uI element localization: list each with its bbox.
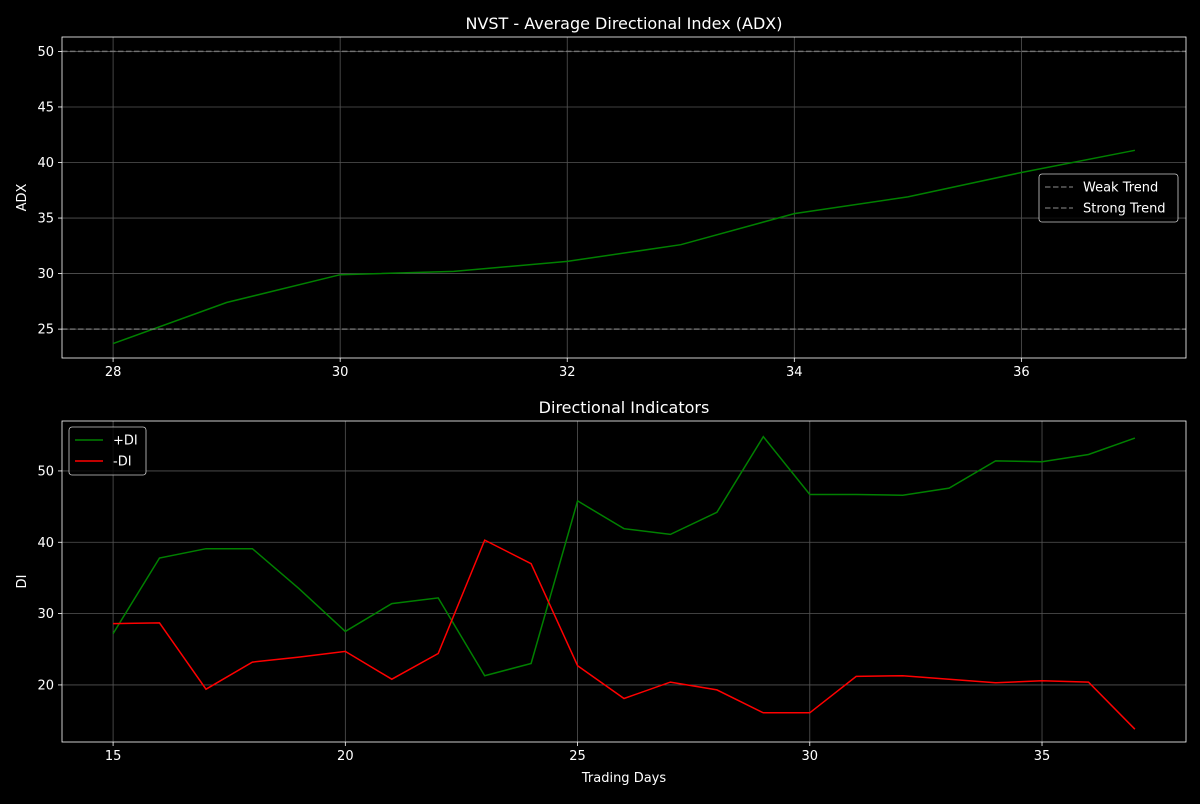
di-series-di <box>113 539 1136 730</box>
di-y-tick-label: 20 <box>37 678 54 693</box>
adx-x-tick-label: 28 <box>105 365 122 380</box>
adx-y-tick-label: 50 <box>37 45 54 60</box>
di-legend-label: -DI <box>113 455 132 470</box>
di-x-tick-label: 15 <box>105 749 122 764</box>
adx-y-tick-label: 35 <box>37 212 54 227</box>
adx-y-tick-label: 40 <box>37 156 54 171</box>
di-x-tick-label: 20 <box>337 749 354 764</box>
adx-panel: 28 30 32 34 36 25 30 35 40 45 50 NVST - Average Dir… <box>15 14 1187 380</box>
adx-y-tick-label: 45 <box>37 100 54 115</box>
adx-legend-box <box>1038 173 1179 223</box>
di-panel: 15 20 25 30 35 20 30 40 50 Directional Indicators… <box>15 398 1187 786</box>
di-y-tick-label: 30 <box>37 607 54 622</box>
adx-legend-label: Strong Trend <box>1083 202 1166 217</box>
adx-legend-label: Weak Trend <box>1083 181 1158 196</box>
di-legend-box <box>68 426 147 476</box>
di-x-tick-label: 25 <box>569 749 586 764</box>
di-x-tick-label: 35 <box>1034 749 1051 764</box>
di-series-di <box>112 435 1136 677</box>
adx-x-tick-label: 36 <box>1013 365 1030 380</box>
adx-x-tick-label: 32 <box>559 365 576 380</box>
adx-y-axis-label: ADX <box>15 184 30 212</box>
di-y-axis-label: DI <box>15 575 30 589</box>
di-plot-frame <box>61 420 1187 743</box>
adx-plot-frame <box>61 36 1187 359</box>
adx-y-tick-label: 30 <box>37 267 54 282</box>
di-x-tick-label: 30 <box>802 749 819 764</box>
di-chart-title: Directional Indicators <box>539 398 710 417</box>
di-legend-label: +DI <box>113 434 138 449</box>
di-x-axis-label: Trading Days <box>581 771 666 786</box>
di-y-tick-label: 40 <box>37 536 54 551</box>
adx-x-tick-label: 30 <box>332 365 349 380</box>
di-y-tick-label: 50 <box>37 464 54 479</box>
adx-series-adx <box>112 149 1136 345</box>
adx-y-tick-label: 25 <box>37 323 54 338</box>
adx-x-tick-label: 34 <box>786 365 803 380</box>
adx-chart-title: NVST - Average Directional Index (ADX) <box>465 14 782 33</box>
